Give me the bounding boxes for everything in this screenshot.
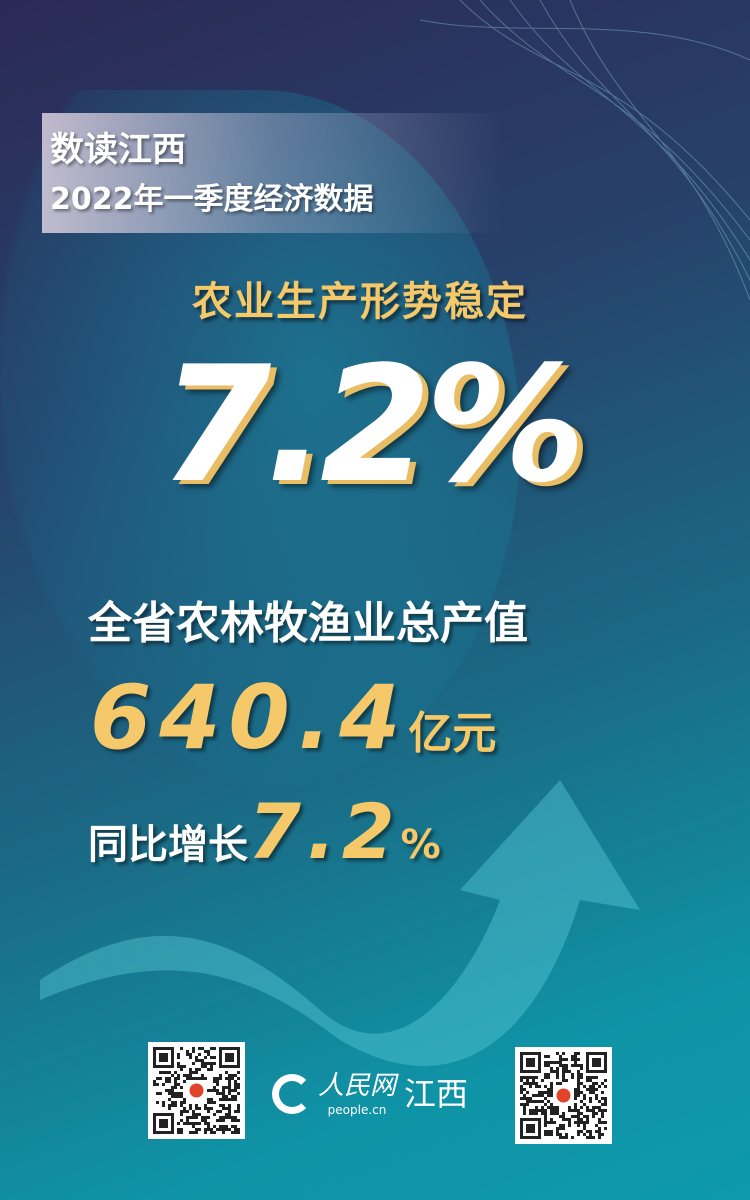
header-title: 数读江西 bbox=[50, 130, 186, 170]
header-band bbox=[42, 113, 502, 233]
yoy-growth: 同比增长 7.2% bbox=[88, 790, 688, 874]
metric-label: 全省农林牧渔业总产值 bbox=[88, 598, 528, 649]
yoy-number: 7.2 bbox=[248, 787, 401, 876]
metric-value: 640.4 亿元 bbox=[90, 670, 690, 766]
decorative-lines bbox=[420, 0, 750, 300]
logo-cn: 人民网 bbox=[318, 1071, 397, 1101]
qr-code-icon bbox=[153, 1047, 240, 1134]
people-cn-logo: 人民网 people.cn 江西 bbox=[272, 1062, 502, 1126]
yoy-unit: % bbox=[400, 822, 441, 868]
qr-code-icon bbox=[520, 1052, 607, 1139]
yoy-label: 同比增长 bbox=[88, 822, 248, 868]
metric-unit: 亿元 bbox=[408, 708, 497, 759]
logo-region: 江西 bbox=[404, 1075, 469, 1113]
logo-en: people.cn bbox=[327, 1103, 387, 1117]
growth-arrow-graphic bbox=[40, 780, 640, 1066]
logo-wordmark: 人民网 people.cn bbox=[318, 1070, 396, 1118]
metric-number: 640.4 bbox=[90, 666, 409, 769]
header-subtitle: 2022年一季度经济数据 bbox=[50, 182, 374, 217]
logo-mark-icon bbox=[272, 1074, 312, 1114]
qr-code-right[interactable] bbox=[515, 1047, 612, 1144]
headline: 农业生产形势稳定 bbox=[192, 279, 528, 325]
big-percentage: 7.2% bbox=[160, 331, 586, 518]
qr-code-left[interactable] bbox=[148, 1042, 245, 1139]
